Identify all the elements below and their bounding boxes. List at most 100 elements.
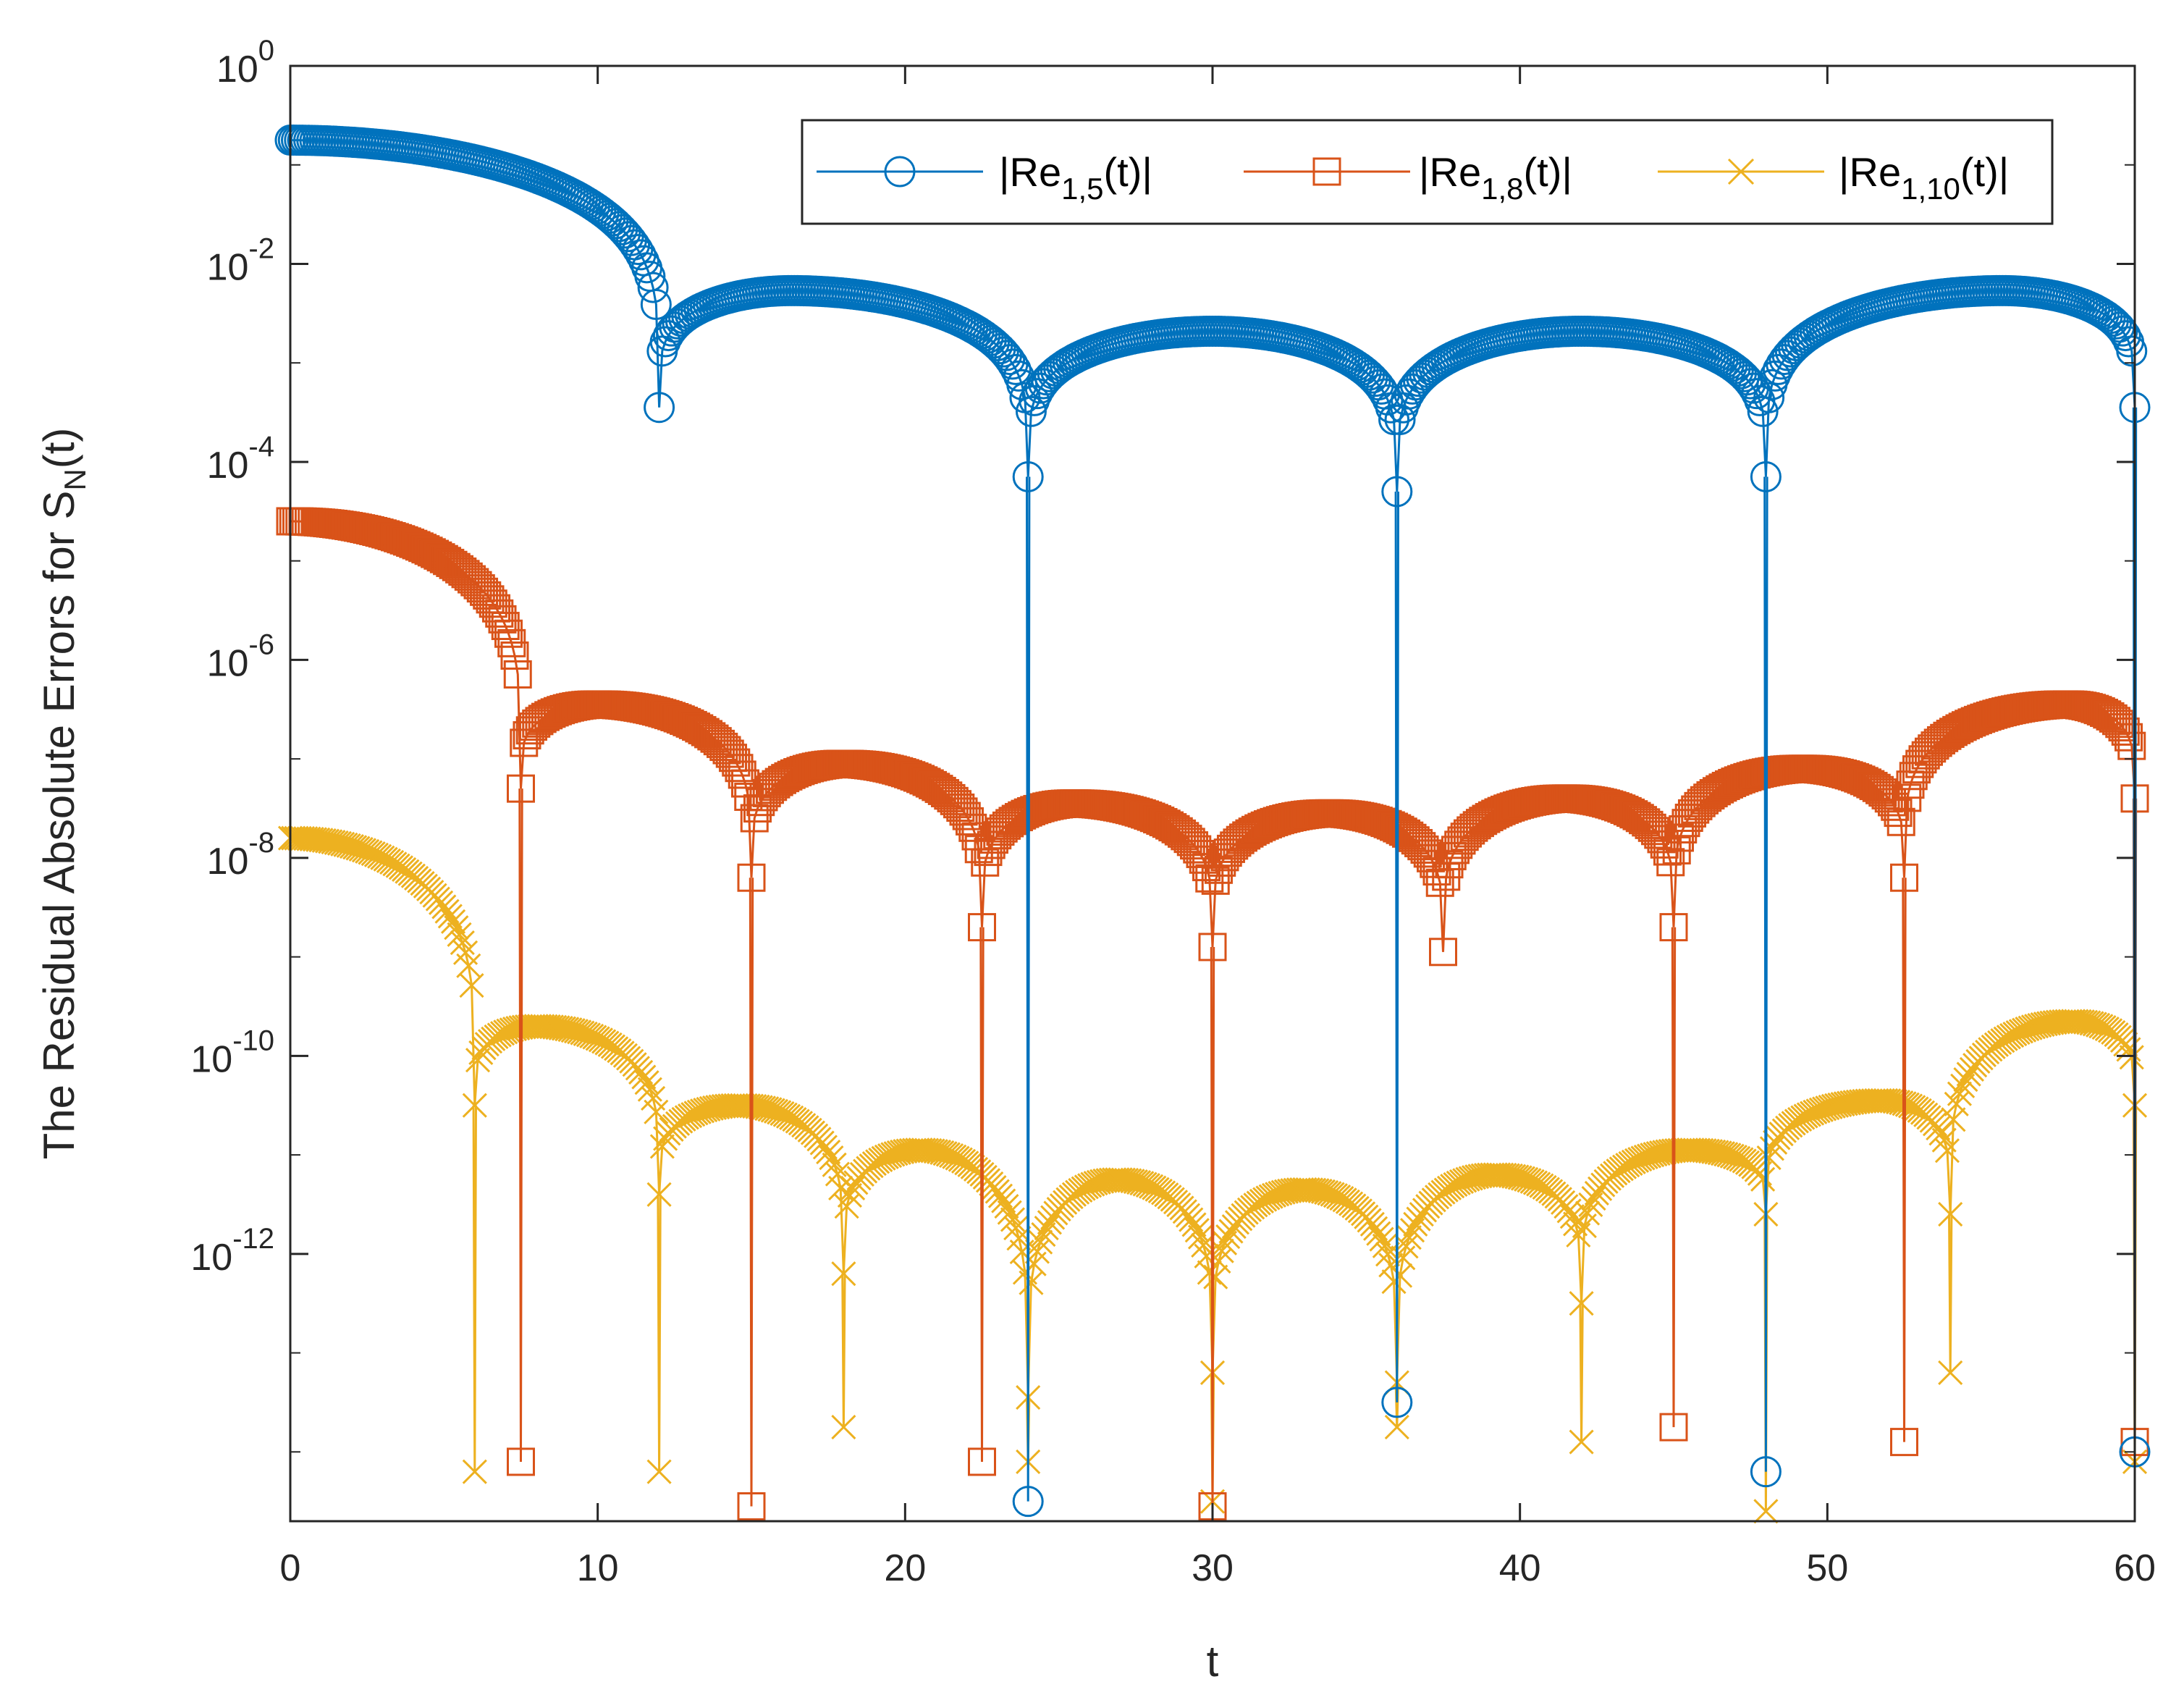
data-point-re-1-8 xyxy=(2111,717,2140,746)
data-point-re-1-10 xyxy=(994,1194,1019,1219)
data-point-re-1-10 xyxy=(2119,1045,2144,1070)
data-point-re-1-10 xyxy=(942,1144,967,1169)
data-point-re-1-5 xyxy=(1766,348,1797,380)
data-point-re-1-10 xyxy=(437,904,463,929)
x-tick-label: 30 xyxy=(1192,1547,1234,1589)
data-point-re-1-10 xyxy=(2002,1021,2028,1047)
data-point-re-1-10 xyxy=(938,1143,964,1169)
data-point-re-1-10 xyxy=(1181,1212,1207,1237)
data-point-re-1-10 xyxy=(1024,1239,1050,1264)
y-tick-label: 10-4 xyxy=(207,431,274,487)
data-point-re-1-10 xyxy=(1135,1172,1160,1198)
data-point-re-1-8 xyxy=(1659,913,1688,942)
data-point-re-1-8 xyxy=(737,863,766,892)
data-point-re-1-8 xyxy=(1413,839,1442,868)
data-point-re-1-10 xyxy=(772,1102,798,1127)
data-point-re-1-10 xyxy=(1031,1221,1056,1248)
spike-point-re-1-8 xyxy=(737,1492,766,1520)
y-tick-label: 10-10 xyxy=(190,1025,274,1080)
data-point-re-1-8 xyxy=(1878,788,1907,817)
data-point-re-1-10 xyxy=(1796,1102,1821,1127)
legend-marker-re-1-5 xyxy=(884,156,916,188)
y-axis-title-sub: N xyxy=(58,468,92,490)
data-point-re-1-10 xyxy=(1132,1171,1158,1197)
data-point-re-1-10 xyxy=(1514,1166,1539,1192)
data-point-re-1-5 xyxy=(987,336,1019,368)
legend-marker-re-1-10 xyxy=(1727,158,1755,185)
data-point-re-1-10 xyxy=(1938,1202,1963,1227)
data-point-re-1-10 xyxy=(678,1103,703,1129)
legend-box xyxy=(801,119,2054,225)
data-point-re-1-8 xyxy=(1201,866,1230,895)
data-point-re-1-5 xyxy=(1753,382,1785,413)
data-point-re-1-10 xyxy=(1139,1174,1164,1199)
data-point-re-1-10 xyxy=(1187,1224,1213,1250)
data-point-re-1-5 xyxy=(1357,362,1388,394)
data-point-re-1-10 xyxy=(2085,1012,2111,1038)
data-point-re-1-10 xyxy=(447,922,472,947)
data-point-re-1-10 xyxy=(355,838,380,864)
data-point-re-1-10 xyxy=(1947,1081,1973,1106)
spike-line-re-1-8 xyxy=(749,878,754,1507)
data-point-re-1-10 xyxy=(997,1200,1022,1225)
legend-entry-re-1-8: |Re1,8(t)| xyxy=(1244,149,1572,206)
x-tick-label: 20 xyxy=(884,1547,926,1589)
data-point-re-1-5 xyxy=(994,344,1026,376)
data-point-re-1-10 xyxy=(1756,1145,1782,1171)
data-point-re-1-5 xyxy=(637,272,669,303)
data-point-re-1-10 xyxy=(767,1100,792,1125)
spike-point-re-1-10 xyxy=(1938,1360,1963,1385)
x-tick-label: 50 xyxy=(1806,1547,1848,1589)
legend-entry-re-1-5: |Re1,5(t)| xyxy=(817,149,1152,206)
data-point-re-1-10 xyxy=(573,1021,598,1046)
data-point-re-1-10 xyxy=(1999,1022,2025,1048)
data-point-re-1-8 xyxy=(971,848,1000,877)
data-point-re-1-5 xyxy=(644,392,675,424)
data-point-re-1-5 xyxy=(2094,303,2126,335)
data-point-re-1-5 xyxy=(985,333,1016,365)
data-point-re-1-10 xyxy=(450,930,475,956)
data-point-re-1-8 xyxy=(2115,723,2143,752)
data-point-re-1-10 xyxy=(459,973,484,998)
data-point-re-1-10 xyxy=(819,1145,844,1171)
data-point-re-1-10 xyxy=(631,1064,657,1090)
data-point-re-1-8 xyxy=(500,641,529,670)
data-point-re-1-8 xyxy=(1886,807,1915,836)
y-tick-label: 10-8 xyxy=(207,827,274,883)
data-point-re-1-10 xyxy=(1197,1260,1222,1285)
data-point-re-1-8 xyxy=(503,660,532,689)
data-point-re-1-10 xyxy=(1519,1169,1545,1194)
data-point-re-1-8 xyxy=(728,760,756,789)
data-point-re-1-10 xyxy=(1894,1092,1920,1117)
data-point-re-1-8 xyxy=(507,774,535,803)
data-point-re-1-10 xyxy=(2088,1014,2114,1039)
data-point-re-1-8 xyxy=(494,619,523,648)
data-point-re-1-10 xyxy=(367,844,392,869)
data-point-re-1-10 xyxy=(582,1025,607,1050)
data-point-re-1-10 xyxy=(1203,1264,1228,1290)
legend-marker-re-1-8 xyxy=(1312,157,1341,186)
spike-line-re-1-8 xyxy=(1902,878,1907,1442)
data-point-re-1-8 xyxy=(968,913,996,942)
data-point-re-1-10 xyxy=(1366,1221,1391,1246)
data-point-re-1-10 xyxy=(991,1188,1016,1213)
data-point-re-1-10 xyxy=(1621,1149,1646,1174)
data-point-re-1-10 xyxy=(1320,1182,1345,1207)
data-point-re-1-10 xyxy=(816,1140,841,1165)
data-point-re-1-10 xyxy=(462,1093,487,1118)
data-point-re-1-10 xyxy=(1578,1192,1603,1217)
data-point-re-1-10 xyxy=(358,840,383,865)
data-point-re-1-10 xyxy=(1323,1183,1348,1208)
data-point-re-1-8 xyxy=(1429,938,1457,967)
data-point-re-1-5 xyxy=(1000,353,1032,385)
data-point-re-1-10 xyxy=(646,1182,672,1207)
spike-line-re-1-10 xyxy=(472,1105,477,1472)
data-point-re-1-10 xyxy=(1074,1174,1099,1200)
ticks-layer: 0 10 20 30 40 50 60 100 10-2 10-4 10-6 10-8 10-10 10-… xyxy=(190,35,2156,1589)
data-point-re-1-5 xyxy=(1378,404,1410,436)
data-point-re-1-5 xyxy=(1722,356,1754,387)
data-point-re-1-10 xyxy=(770,1101,795,1127)
data-point-re-1-10 xyxy=(1926,1116,1951,1141)
spike-point-re-1-10 xyxy=(1569,1429,1594,1455)
data-point-re-1-10 xyxy=(837,1182,862,1208)
